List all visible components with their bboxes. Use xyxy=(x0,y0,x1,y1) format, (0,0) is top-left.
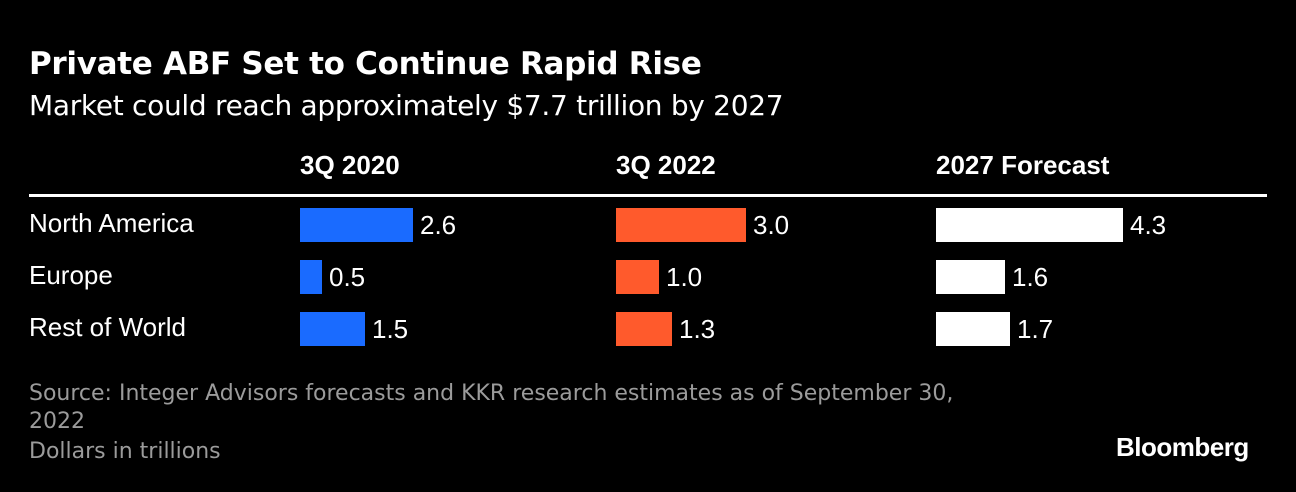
bar-1-0 xyxy=(616,208,746,242)
category-label-2: Rest of World xyxy=(29,312,187,342)
value-label-2-0: 4.3 xyxy=(1130,210,1167,240)
bar-1-2 xyxy=(616,312,672,346)
header-rule xyxy=(29,194,1267,197)
value-label-0-2: 1.5 xyxy=(372,314,409,344)
value-label-0-1: 0.5 xyxy=(329,262,366,292)
bloomberg-logo: Bloomberg xyxy=(1116,432,1249,462)
bar-2-1 xyxy=(936,260,1005,294)
value-label-1-0: 3.0 xyxy=(753,210,790,240)
bar-2-2 xyxy=(936,312,1010,346)
bar-1-1 xyxy=(616,260,659,294)
series-header-2: 2027 Forecast xyxy=(936,150,1110,180)
bar-2-0 xyxy=(936,208,1123,242)
category-label-1: Europe xyxy=(29,260,113,290)
series-header-1: 3Q 2022 xyxy=(616,150,716,180)
value-label-0-0: 2.6 xyxy=(420,210,457,240)
series-header-0: 3Q 2020 xyxy=(300,150,400,180)
value-label-2-2: 1.7 xyxy=(1017,314,1054,344)
chart-title: Private ABF Set to Continue Rapid Rise xyxy=(29,46,702,82)
source-note-line-2: 2022 xyxy=(29,409,85,434)
bar-0-2 xyxy=(300,312,365,346)
units-note: Dollars in trillions xyxy=(29,439,221,464)
source-note-line-1: Source: Integer Advisors forecasts and K… xyxy=(29,381,954,406)
category-label-0: North America xyxy=(29,208,194,238)
bar-0-0 xyxy=(300,208,413,242)
value-label-1-2: 1.3 xyxy=(679,314,716,344)
chart-subtitle: Market could reach approximately $7.7 tr… xyxy=(29,89,784,122)
value-label-1-1: 1.0 xyxy=(666,262,703,292)
bar-0-1 xyxy=(300,260,322,294)
value-label-2-1: 1.6 xyxy=(1012,262,1049,292)
